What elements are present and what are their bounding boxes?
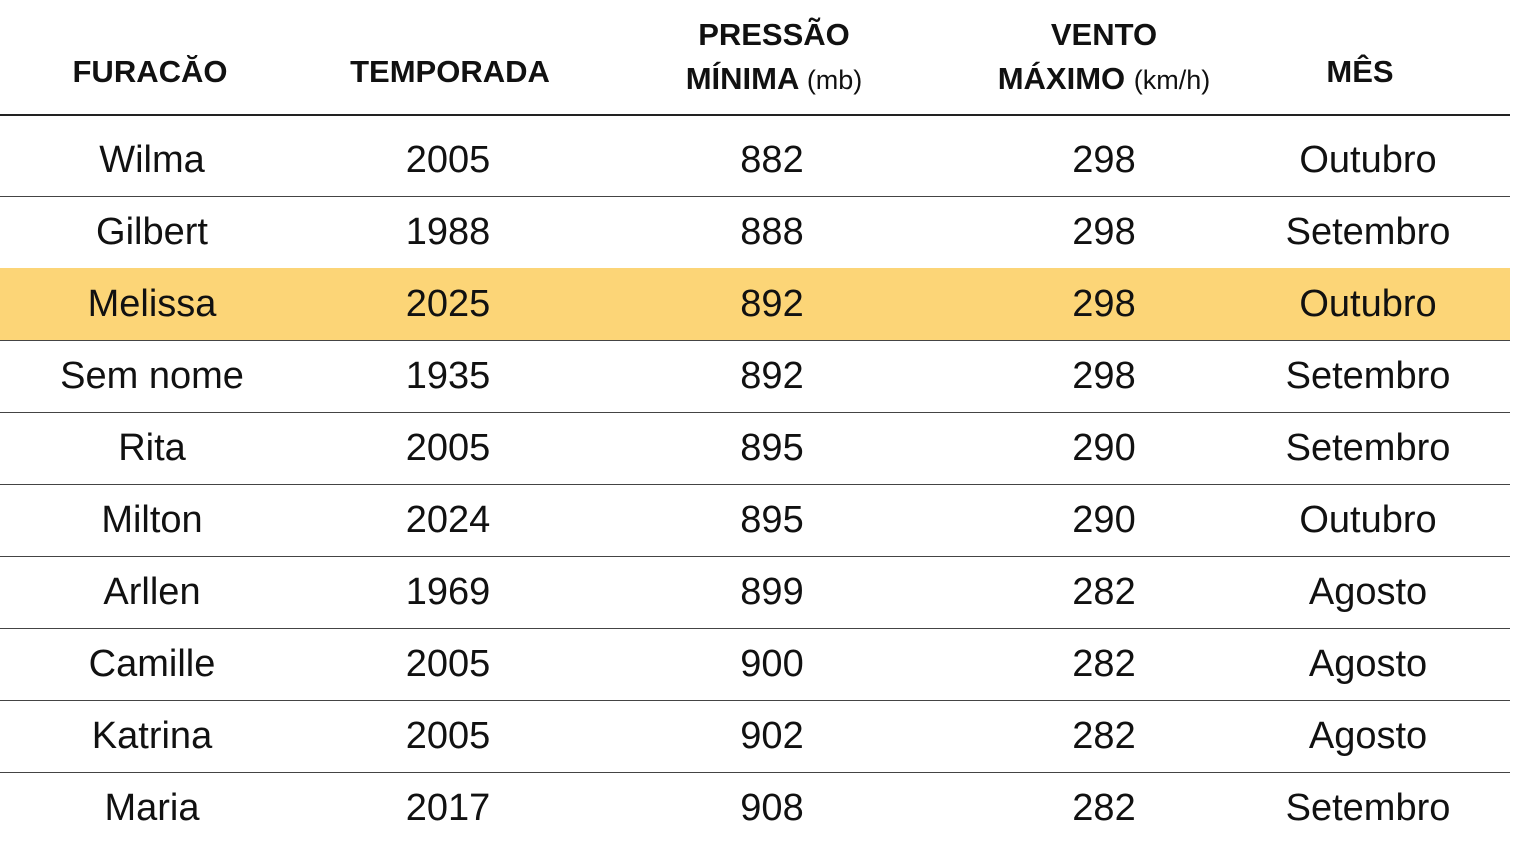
table-cell: Wilma bbox=[99, 139, 205, 181]
table-cell: 282 bbox=[1072, 571, 1136, 613]
table-row: Rita 2005 895 290 Setembro bbox=[0, 412, 1510, 485]
table-cell: 2025 bbox=[405, 283, 491, 325]
table-cell: Setembro bbox=[1285, 787, 1451, 829]
table-cell: Maria bbox=[104, 787, 200, 829]
table-cell: Agosto bbox=[1308, 715, 1428, 757]
table-cell: 1969 bbox=[405, 571, 491, 613]
table-cell: Rita bbox=[118, 427, 186, 469]
table-cell: 282 bbox=[1072, 715, 1136, 757]
table-cell: Setembro bbox=[1285, 427, 1451, 469]
table-cell: 2005 bbox=[405, 139, 491, 181]
table-cell: Arllen bbox=[103, 571, 201, 613]
header-text: MÁXIMO bbox=[997, 61, 1126, 96]
table-cell: Setembro bbox=[1285, 355, 1451, 397]
table-cell: 298 bbox=[1072, 139, 1136, 181]
header-line: PRESSÃO bbox=[698, 17, 850, 52]
table-cell: 892 bbox=[740, 355, 804, 397]
header-rule bbox=[0, 114, 1510, 116]
header-text: MÍNIMA bbox=[685, 61, 799, 96]
table-cell: Outubro bbox=[1299, 139, 1437, 181]
table-cell: 2005 bbox=[405, 715, 491, 757]
table-cell: 902 bbox=[740, 715, 804, 757]
table-cell: Setembro bbox=[1285, 211, 1451, 253]
table-cell: Agosto bbox=[1308, 571, 1428, 613]
table-cell: 895 bbox=[740, 427, 804, 469]
table-row: Camille 2005 900 282 Agosto bbox=[0, 628, 1510, 701]
table-cell: 290 bbox=[1072, 427, 1136, 469]
table-row: Sem nome 1935 892 298 Setembro bbox=[0, 340, 1510, 413]
table-cell: 282 bbox=[1072, 643, 1136, 685]
table-row: Milton 2024 895 290 Outubro bbox=[0, 484, 1510, 557]
table-cell: 2024 bbox=[405, 499, 491, 541]
column-header: PRESSÃO MÍNIMA (mb) bbox=[686, 13, 863, 102]
table-cell: 282 bbox=[1072, 787, 1136, 829]
table-row: Maria 2017 908 282 Setembro bbox=[0, 772, 1510, 844]
table-cell: Outubro bbox=[1299, 283, 1437, 325]
table-cell: Sem nome bbox=[60, 355, 244, 397]
table-cell: 1935 bbox=[405, 355, 491, 397]
table-cell: 2017 bbox=[405, 787, 491, 829]
header-unit: (km/h) bbox=[1133, 65, 1211, 95]
table-row: Gilbert 1988 888 298 Setembro bbox=[0, 196, 1510, 269]
table-cell: Gilbert bbox=[96, 211, 208, 253]
table-cell: 2005 bbox=[405, 427, 491, 469]
table-cell: 892 bbox=[740, 283, 804, 325]
column-header: VENTO MÁXIMO (km/h) bbox=[998, 13, 1211, 102]
column-header: TEMPORADA bbox=[350, 54, 550, 89]
table-cell: 298 bbox=[1072, 211, 1136, 253]
table-cell: 298 bbox=[1072, 283, 1136, 325]
table-cell: Katrina bbox=[91, 715, 213, 757]
table-cell: Milton bbox=[101, 499, 203, 541]
header-line: VENTO bbox=[1050, 17, 1158, 52]
table-cell: 290 bbox=[1072, 499, 1136, 541]
table-row: Arllen 1969 899 282 Agosto bbox=[0, 556, 1510, 629]
table-cell: 908 bbox=[740, 787, 804, 829]
table-cell: 899 bbox=[740, 571, 804, 613]
table-cell: 298 bbox=[1072, 355, 1136, 397]
highlighted-row: Melissa 2025 892 298 Outubro bbox=[0, 268, 1510, 341]
table-row: Wilma 2005 882 298 Outubro bbox=[0, 124, 1510, 197]
table-cell: 2005 bbox=[405, 643, 491, 685]
header-line: MÁXIMO (km/h) bbox=[998, 57, 1211, 102]
header-unit: (mb) bbox=[806, 65, 863, 95]
header-line: MÍNIMA (mb) bbox=[686, 57, 863, 102]
table-cell: Melissa bbox=[87, 283, 217, 325]
table-cell: 895 bbox=[740, 499, 804, 541]
table-cell: Outubro bbox=[1299, 499, 1437, 541]
table-cell: 888 bbox=[740, 211, 804, 253]
column-header: FURACĂO bbox=[72, 54, 228, 89]
table-row: Katrina 2005 902 282 Agosto bbox=[0, 700, 1510, 773]
table-cell: 1988 bbox=[405, 211, 491, 253]
column-header: MÊS bbox=[1326, 54, 1394, 89]
table-cell: 900 bbox=[740, 643, 804, 685]
table-cell: Agosto bbox=[1308, 643, 1428, 685]
table-cell: 882 bbox=[740, 139, 804, 181]
table-cell: Camille bbox=[88, 643, 216, 685]
